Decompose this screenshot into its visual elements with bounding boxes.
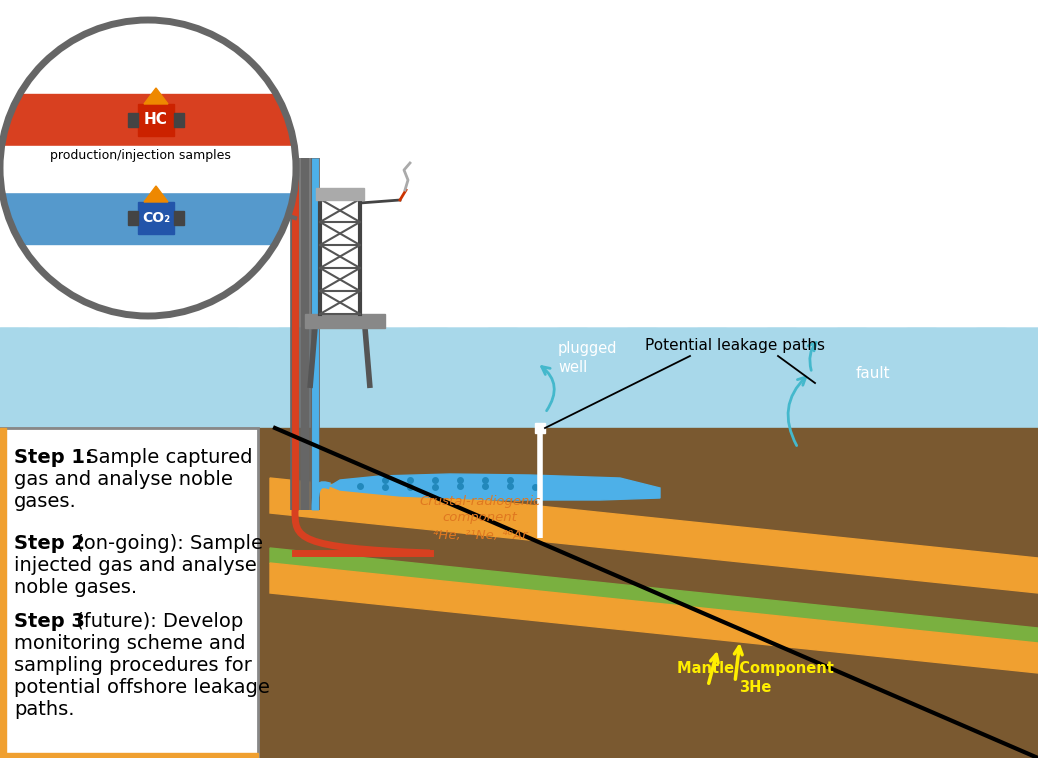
- Text: Step 2: Step 2: [13, 534, 85, 553]
- Text: monitoring scheme and: monitoring scheme and: [13, 634, 246, 653]
- Text: sampling procedures for: sampling procedures for: [13, 656, 252, 675]
- Polygon shape: [138, 202, 174, 234]
- Polygon shape: [330, 474, 660, 500]
- Polygon shape: [144, 88, 168, 104]
- Bar: [0, 753, 258, 758]
- Text: Potential leakage paths: Potential leakage paths: [645, 338, 825, 353]
- Text: plugged
well: plugged well: [558, 341, 618, 374]
- Polygon shape: [128, 211, 138, 225]
- Bar: [305, 314, 385, 328]
- Text: production/injection samples: production/injection samples: [50, 149, 230, 162]
- Bar: [0, 428, 6, 758]
- Circle shape: [0, 20, 296, 316]
- Text: paths.: paths.: [13, 700, 75, 719]
- Text: potential offshore leakage: potential offshore leakage: [13, 678, 270, 697]
- Text: Step 3: Step 3: [13, 612, 85, 631]
- Text: fault: fault: [856, 365, 891, 381]
- Polygon shape: [270, 478, 1038, 593]
- Text: Mantle Component
3He: Mantle Component 3He: [677, 661, 834, 695]
- Bar: [0, 192, 301, 244]
- Text: CO₂: CO₂: [142, 211, 170, 225]
- Bar: [0, 94, 301, 146]
- Polygon shape: [270, 563, 1038, 673]
- Polygon shape: [174, 211, 184, 225]
- Text: (future): Develop: (future): Develop: [70, 612, 243, 631]
- Bar: [0, 182, 301, 192]
- Bar: [0, 146, 301, 174]
- Text: noble gases.: noble gases.: [13, 578, 137, 597]
- Bar: [0, 428, 258, 758]
- Text: injected gas and analyse: injected gas and analyse: [13, 556, 256, 575]
- Text: Crustal-radiogenic
component
⁴He, ²¹Ne, ⁴⁰Ar: Crustal-radiogenic component ⁴He, ²¹Ne, …: [419, 494, 541, 541]
- Text: Step 1:: Step 1:: [13, 448, 92, 467]
- Polygon shape: [270, 548, 1038, 643]
- Text: HC: HC: [144, 112, 168, 127]
- Text: gases.: gases.: [13, 492, 77, 511]
- Polygon shape: [316, 188, 364, 200]
- Text: (on-going): Sample: (on-going): Sample: [70, 534, 263, 553]
- Polygon shape: [138, 104, 174, 136]
- Text: Sample captured: Sample captured: [80, 448, 252, 467]
- Polygon shape: [144, 186, 168, 202]
- Polygon shape: [174, 113, 184, 127]
- Polygon shape: [128, 113, 138, 127]
- Text: gas and analyse noble: gas and analyse noble: [13, 470, 233, 489]
